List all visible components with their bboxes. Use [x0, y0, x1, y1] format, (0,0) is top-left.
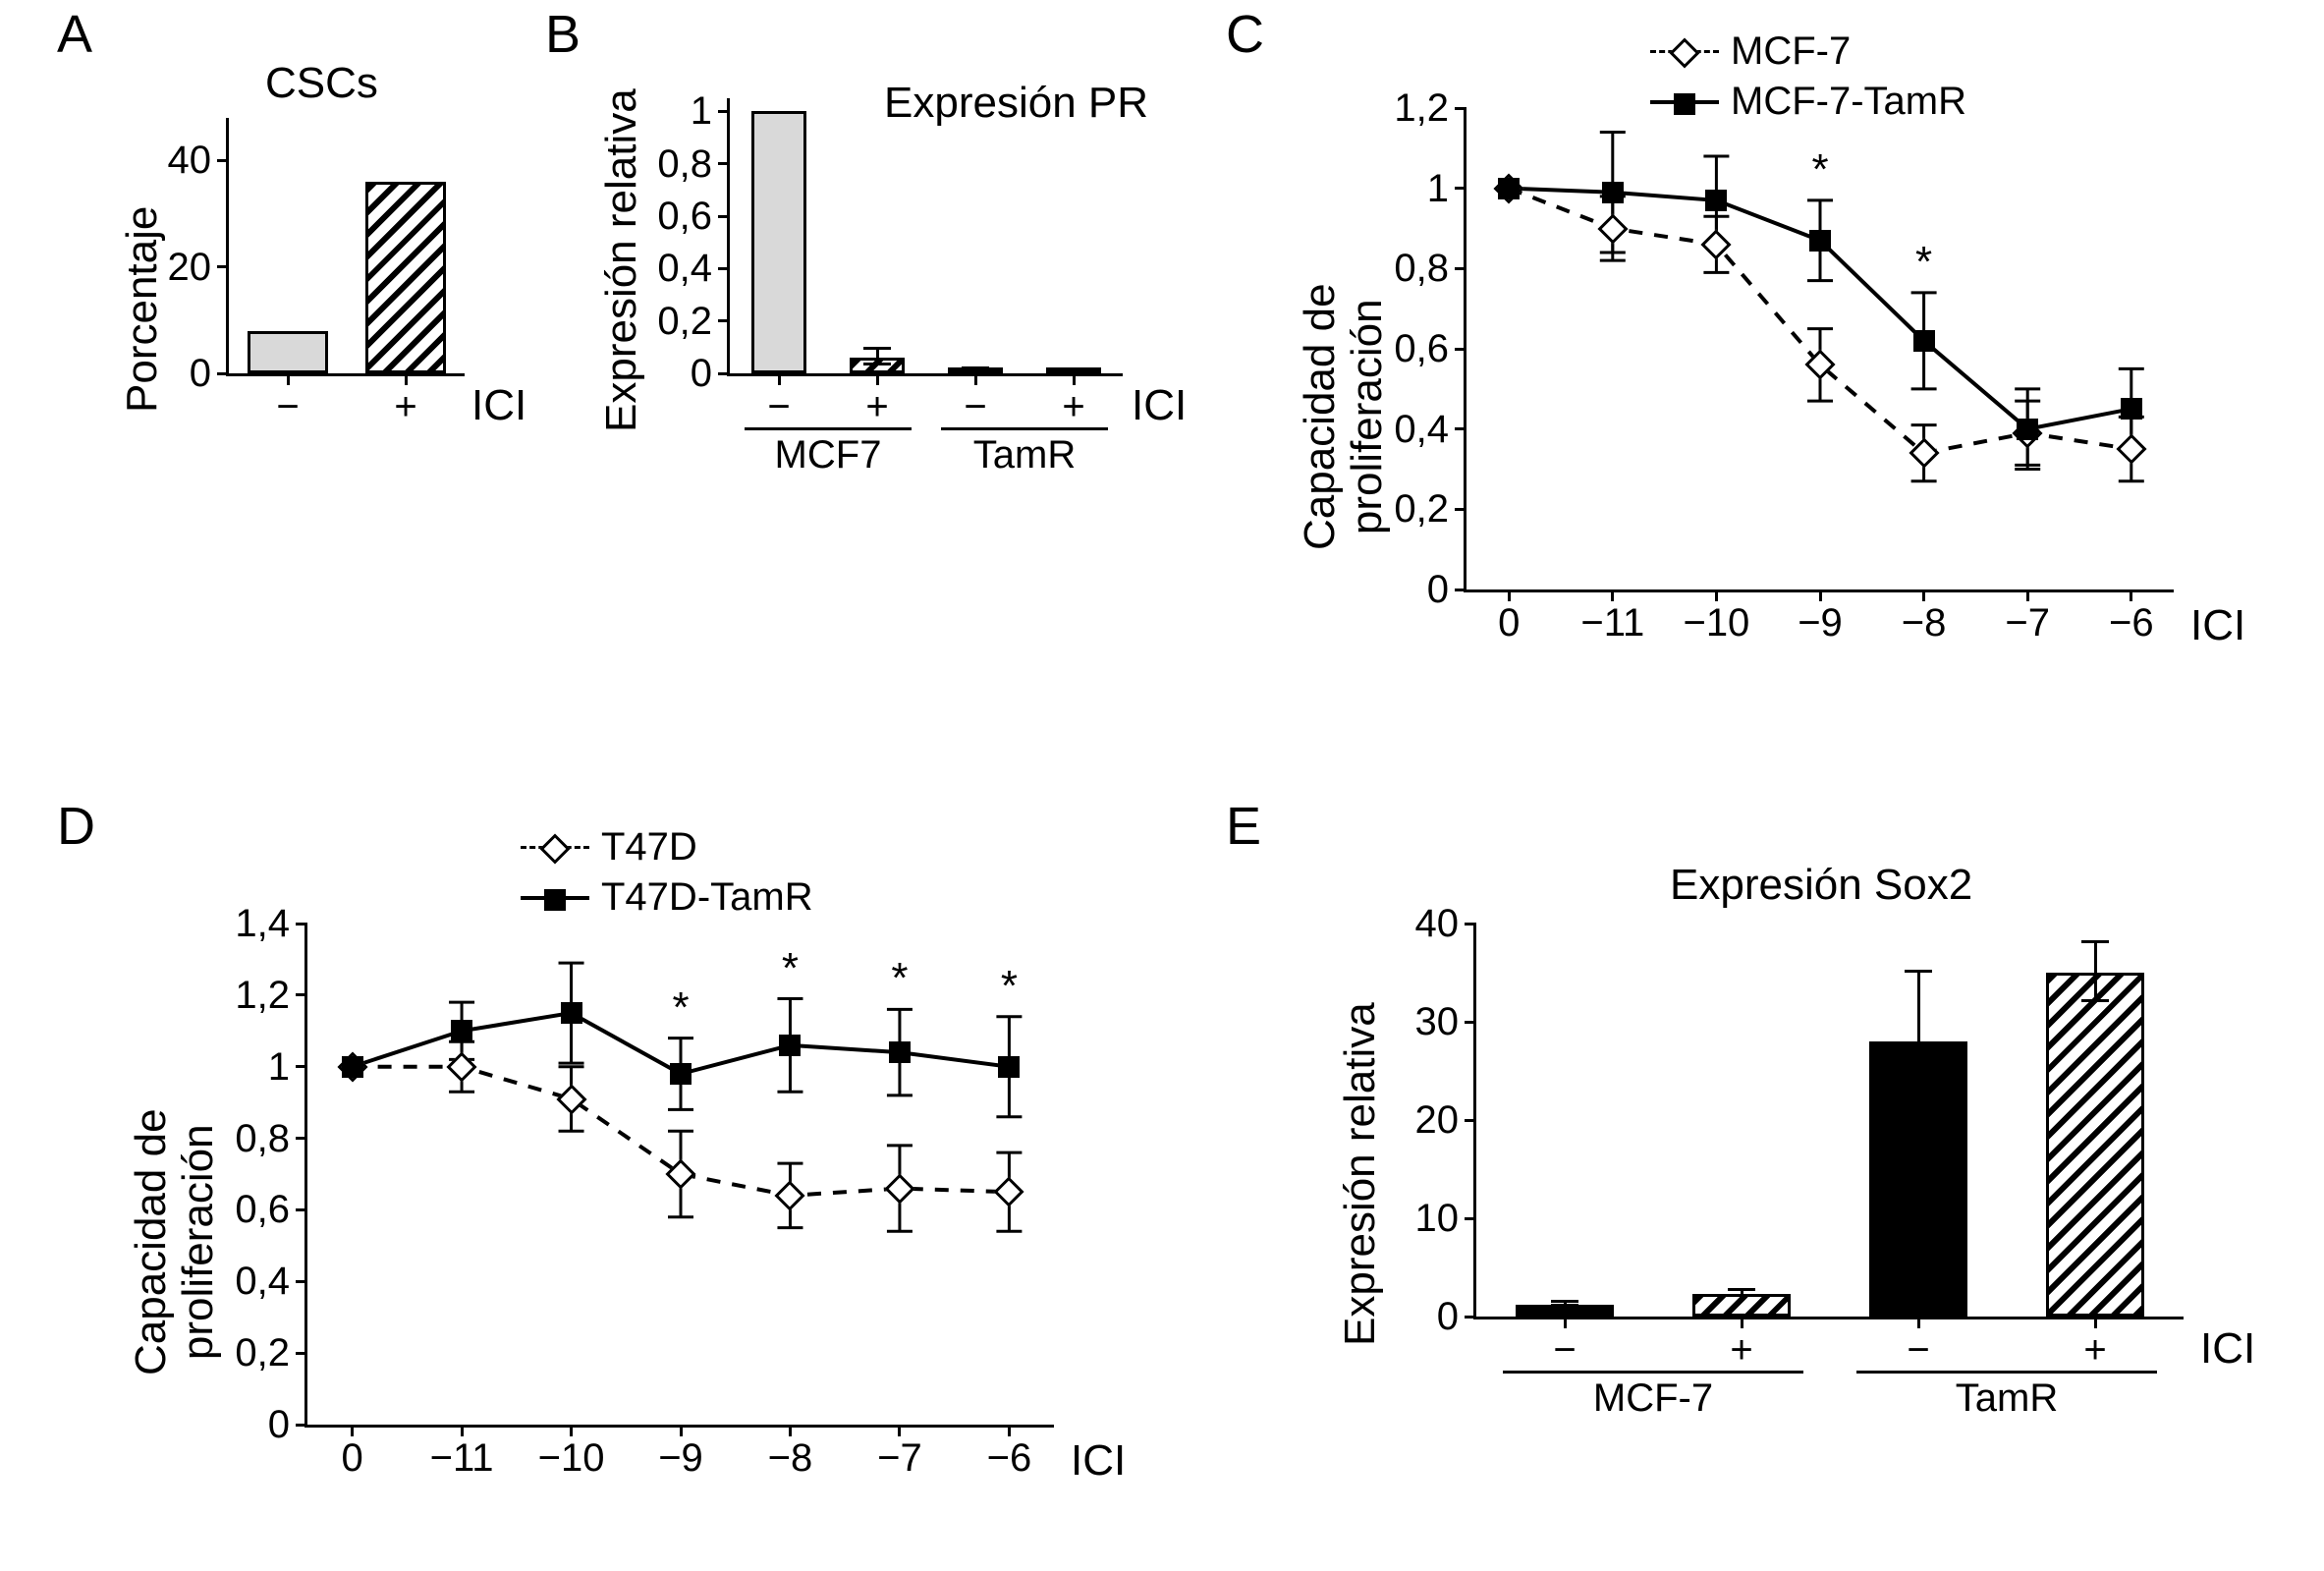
bar	[248, 331, 328, 373]
panel-D-legend: T47D T47D-TamR	[521, 825, 813, 926]
group-underline	[941, 427, 1108, 430]
panel-C-xaxis-ICI: ICI	[2190, 601, 2245, 650]
legend-label: T47D	[601, 825, 697, 870]
group-underline	[1856, 1371, 2157, 1374]
figure-root: A B C D E CSCs Porcentaje 02040−+ ICI Ex…	[0, 0, 2324, 1571]
panel-E-xaxis-ICI: ICI	[2200, 1324, 2255, 1374]
significance-star: *	[1811, 145, 1828, 195]
panel-C-plot: 00,20,40,60,811,20−11−10−9−8−7−6**	[1464, 108, 2174, 592]
panel-A-plot: 02040−+	[226, 118, 465, 376]
panel-label-D: D	[57, 796, 95, 857]
data-point	[889, 1041, 911, 1063]
legend-label: MCF-7-TamR	[1731, 80, 1966, 124]
group-label: MCF-7	[1503, 1376, 1803, 1421]
data-point	[1809, 230, 1831, 252]
data-point	[998, 1056, 1020, 1078]
panel-E-plot: 010203040−+−+MCF-7TamR	[1473, 924, 2184, 1319]
panel-A-ylabel: Porcentaje	[118, 206, 167, 413]
panel-label-E: E	[1226, 796, 1261, 857]
data-point	[1498, 178, 1520, 199]
data-point	[561, 1002, 582, 1024]
panel-E: Expresión Sox2 Expresión relativa 010203…	[1297, 855, 2279, 1523]
group-underline	[745, 427, 912, 430]
panel-D-ylabel: Capacidad de proliferación	[128, 1108, 223, 1375]
data-point	[1602, 182, 1624, 203]
panel-D: Capacidad de proliferación 00,20,40,60,8…	[108, 825, 1149, 1533]
group-label: TamR	[1856, 1376, 2157, 1421]
bar	[1692, 1294, 1792, 1317]
data-point	[779, 1035, 801, 1056]
significance-star: *	[782, 944, 799, 993]
panel-C: Capacidad de proliferación 00,20,40,60,8…	[1277, 29, 2259, 717]
data-point	[1913, 330, 1935, 352]
legend-row-t47d-tamr: T47D-TamR	[521, 875, 813, 920]
panel-label-C: C	[1226, 4, 1264, 65]
panel-B-xaxis-ICI: ICI	[1132, 381, 1187, 430]
legend-row-mcf7-tamr: MCF-7-TamR	[1650, 80, 1966, 124]
legend-label: T47D-TamR	[601, 875, 813, 920]
panel-label-A: A	[57, 4, 92, 65]
significance-star: *	[672, 983, 689, 1033]
data-point	[451, 1020, 472, 1041]
data-point	[1705, 190, 1727, 211]
panel-A-title: CSCs	[265, 59, 378, 108]
bar	[2046, 973, 2145, 1317]
data-point	[342, 1056, 363, 1078]
group-underline	[1503, 1371, 1803, 1374]
panel-B-plot: 00,20,40,60,81−+−+MCF7TamR	[727, 98, 1123, 376]
significance-star: *	[891, 954, 908, 1003]
panel-C-legend: MCF-7 MCF-7-TamR	[1650, 29, 1966, 130]
panel-E-ylabel: Expresión relativa	[1336, 1002, 1385, 1346]
panel-D-xaxis-ICI: ICI	[1071, 1436, 1126, 1486]
data-point	[2121, 398, 2142, 420]
legend-row-t47d: T47D	[521, 825, 813, 870]
group-label: MCF7	[745, 433, 912, 477]
data-point	[2017, 419, 2038, 440]
panel-C-ylabel: Capacidad de proliferación	[1297, 283, 1392, 550]
panel-B-ylabel: Expresión relativa	[597, 88, 646, 432]
bar	[365, 182, 446, 373]
bar	[751, 111, 806, 373]
data-point	[670, 1063, 692, 1085]
significance-star: *	[1915, 238, 1932, 287]
panel-label-B: B	[545, 4, 581, 65]
panel-D-plot: 00,20,40,60,811,21,40−11−10−9−8−7−6****	[304, 924, 1054, 1428]
panel-A: CSCs Porcentaje 02040−+ ICI	[108, 59, 501, 472]
panel-E-title: Expresión Sox2	[1670, 861, 1972, 910]
panel-B: Expresión PR Expresión relativa 00,20,40…	[589, 39, 1179, 511]
panel-A-xaxis-ICI: ICI	[471, 381, 526, 430]
legend-label: MCF-7	[1731, 29, 1851, 74]
legend-row-mcf7: MCF-7	[1650, 29, 1966, 74]
group-label: TamR	[941, 433, 1108, 477]
significance-star: *	[1001, 962, 1018, 1011]
